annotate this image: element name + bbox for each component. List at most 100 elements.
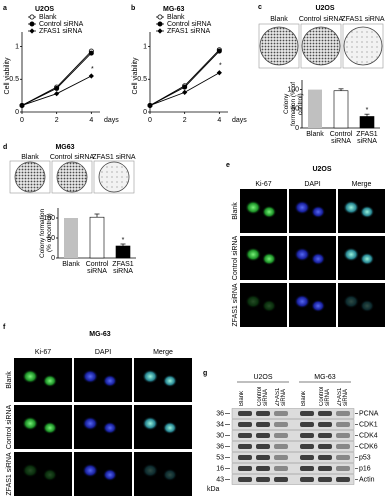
dish [14,161,46,193]
row-label: Control siRNA [6,405,13,450]
lane-label: Control siRNA [319,386,331,406]
protein-label: p53 [359,454,371,461]
marker [157,28,163,34]
y-tick-label: 100 [43,215,55,222]
marker [147,102,153,109]
legend-label: ZFAS1 siRNA [167,28,211,35]
band [274,466,288,471]
band [318,422,332,427]
mw-label: 34 [216,421,224,428]
band [336,433,350,438]
unit-label: kDa [207,486,220,493]
dish [56,161,88,193]
band [238,433,252,438]
band [336,466,350,471]
x-tick-label: 4 [89,117,93,124]
x-tick-label: Blank [62,261,80,268]
lane-label: Control siRNA [257,386,269,406]
series-line [149,49,220,106]
image-label: Blank [21,154,39,161]
cell-stain [294,247,311,262]
cell-stain [359,252,375,266]
cell-stain [162,421,178,435]
band [336,455,350,460]
marker [29,14,35,20]
column-label: Ki-67 [35,349,51,356]
marker [216,48,222,54]
marker [54,85,60,91]
cell-stain [261,252,277,266]
image-label: ZFAS1 siRNA [92,154,136,161]
y-tick-label: 0 [51,255,55,262]
protein-label: Actin [359,476,375,483]
lane-label: ZFAS1 siRNA [337,387,349,406]
cell-stain [42,374,58,388]
y-tick-label: 0.5 [9,76,19,83]
blot-strip [231,474,355,485]
protein-label: CDK6 [359,443,378,450]
marker [88,73,94,79]
dish [98,161,130,193]
cell-stain [162,468,178,482]
cell-stain [102,468,118,482]
marker [216,70,222,76]
legend-label: Blank [39,14,57,21]
band [238,466,252,471]
y-tick-label: 0 [143,109,147,116]
cell-stain [343,294,360,309]
image-label: Blank [270,16,288,23]
row-label: ZFAS1 siRNA [6,452,13,496]
panel-label: b [131,5,135,12]
mw-label: 36 [216,443,224,450]
band [336,477,350,482]
y-tick-label: 0.5 [137,76,147,83]
cell-stain [22,416,39,431]
y-tick-label: 50 [291,106,299,113]
dish [301,26,341,66]
bar [64,218,78,258]
band [318,444,332,449]
band [274,455,288,460]
cell-stain [245,200,262,215]
cell-stain [162,374,178,388]
image-label: ZFAS1 siRNA [341,16,385,23]
band [318,477,332,482]
row-label: Control siRNA [232,236,239,281]
marker [157,14,163,20]
cell-stain [343,200,360,215]
annotation: * [91,66,94,73]
cell-stain [22,369,39,384]
cell-stain [359,299,375,313]
band [238,411,252,416]
cell-stain [245,247,262,262]
dish [343,26,383,66]
marker [19,102,25,109]
column-label: Merge [153,349,173,356]
image-label: Control siRNA [50,154,95,161]
legend-label: Blank [167,14,185,21]
band [256,477,270,482]
column-label: Merge [352,181,372,188]
mw-label: 30 [216,432,224,439]
cell-stain [261,299,277,313]
panel-label: g [203,370,207,377]
band [336,411,350,416]
cell-stain [245,294,262,309]
annotation: * [122,237,125,244]
panel-label: d [3,144,7,151]
cell-stain [310,252,326,266]
legend-label: ZFAS1 siRNA [39,28,83,35]
x-tick-label: 2 [183,117,187,124]
cell-stain [294,294,311,309]
y-axis-label: Colony formation (% of control) [283,81,304,127]
marker [157,21,163,27]
y-axis-label: Cell viability [4,57,11,94]
y-tick-label: 0 [295,125,299,132]
y-tick-label: 100 [287,86,299,93]
cell-stain [82,416,99,431]
cell-stain [142,369,159,384]
panel-title: U2OS [312,166,331,173]
row-label: Blank [6,371,13,389]
band [238,444,252,449]
